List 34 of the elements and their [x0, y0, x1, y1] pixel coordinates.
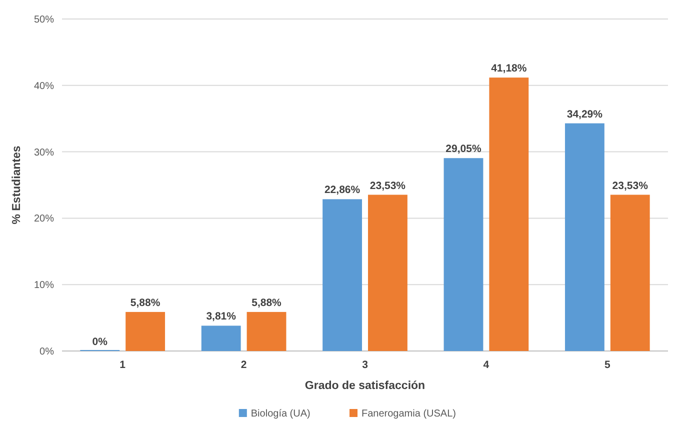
legend-label: Biología (UA) — [250, 408, 310, 420]
data-label: 23,53% — [370, 180, 406, 192]
x-tick-label: 5 — [604, 359, 610, 371]
data-label: 41,18% — [491, 62, 528, 75]
y-tick-label: 50% — [34, 14, 54, 26]
bar — [368, 194, 408, 351]
x-tick-label: 4 — [483, 359, 490, 371]
data-label: 5,88% — [130, 296, 161, 309]
y-tick-label: 20% — [34, 214, 54, 225]
data-label: 3,81% — [206, 310, 237, 323]
bar — [564, 123, 604, 351]
y-tick-label: 0% — [40, 346, 54, 358]
data-label: 5,88% — [252, 296, 282, 309]
y-tick-label: 10% — [34, 280, 54, 292]
bar — [322, 199, 362, 351]
data-label: 0% — [92, 336, 108, 348]
legend-label: Fanerogamia (USAL) — [362, 408, 456, 420]
bar — [201, 326, 241, 351]
x-tick-label: 2 — [240, 359, 247, 371]
y-tick-label: 30% — [34, 147, 54, 158]
data-label: 23,53% — [612, 180, 649, 192]
y-axis-title: % Estudiantes — [11, 146, 23, 224]
x-tick-label: 3 — [362, 359, 368, 371]
bar — [126, 312, 166, 351]
data-label: 22,86% — [324, 184, 361, 196]
bar — [610, 194, 650, 351]
data-label: 29,05% — [446, 143, 482, 156]
data-label: 34,29% — [566, 108, 604, 120]
bar — [444, 158, 484, 351]
x-axis-title: Grado de satisfacción — [304, 380, 426, 392]
y-tick-label: 40% — [34, 80, 54, 92]
bar — [246, 312, 286, 351]
x-tick-label: 1 — [120, 359, 126, 371]
bar — [489, 78, 529, 351]
